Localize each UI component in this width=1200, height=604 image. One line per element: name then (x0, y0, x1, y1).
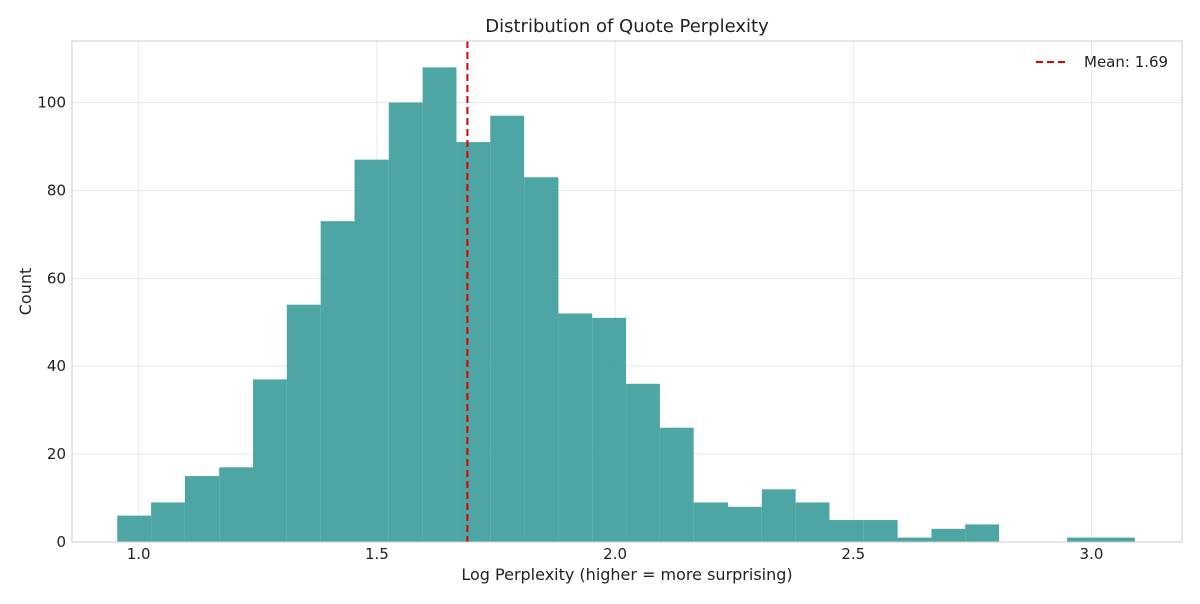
histogram-bar (320, 221, 355, 542)
y-tick-label: 0 (56, 533, 66, 551)
histogram-bar (1067, 537, 1102, 542)
histogram-bar (388, 102, 423, 543)
histogram-bar (456, 142, 491, 542)
x-tick-label: 3.0 (1080, 545, 1104, 563)
histogram-bar (253, 379, 287, 542)
histogram-bar (490, 115, 525, 543)
plot-frame (71, 40, 1183, 543)
histogram-bar (829, 520, 864, 542)
y-tick-labels: 0 20 40 60 80 100 (37, 94, 66, 551)
chart-title: Distribution of Quote Perplexity (485, 16, 769, 37)
x-tick-label: 2.0 (603, 545, 627, 563)
histogram-bars (117, 67, 1135, 543)
histogram-bar (693, 502, 728, 542)
legend-mean-label: Mean: 1.69 (1084, 53, 1168, 71)
histogram-bar (354, 159, 389, 542)
histogram-bar (863, 520, 898, 542)
histogram-bar (965, 524, 1000, 542)
histogram-bar (897, 537, 932, 542)
histogram-bar (727, 506, 762, 542)
legend: Mean: 1.69 (1036, 53, 1168, 71)
histogram-bar (117, 515, 152, 542)
histogram-bar (151, 502, 185, 542)
histogram-bar (558, 313, 593, 542)
x-tick-label: 1.0 (127, 545, 151, 563)
x-tick-labels: 1.0 1.5 2.0 2.5 3.0 (127, 545, 1104, 563)
histogram-bar (184, 476, 220, 542)
y-axis-label: Count (16, 268, 35, 316)
y-tick-label: 40 (47, 357, 66, 375)
y-tick-label: 60 (47, 269, 66, 287)
histogram-bar (592, 317, 627, 542)
histogram-bar (931, 528, 966, 542)
histogram-bar (761, 489, 796, 542)
x-tick-label: 2.5 (841, 545, 865, 563)
y-tick-label: 20 (47, 445, 66, 463)
histogram-bar (219, 467, 254, 542)
histogram-bar (626, 383, 660, 542)
histogram-bar (524, 177, 559, 542)
x-tick-label: 1.5 (365, 545, 389, 563)
x-axis-label: Log Perplexity (higher = more surprising… (461, 565, 792, 584)
histogram-bar (659, 427, 694, 542)
y-tick-label: 80 (47, 181, 66, 199)
histogram-bar (795, 502, 830, 542)
y-tick-label: 100 (37, 94, 66, 112)
histogram-bar (286, 304, 321, 542)
grid-lines (72, 41, 1182, 543)
histogram-bar (422, 67, 457, 543)
histogram-bar (1101, 537, 1135, 542)
